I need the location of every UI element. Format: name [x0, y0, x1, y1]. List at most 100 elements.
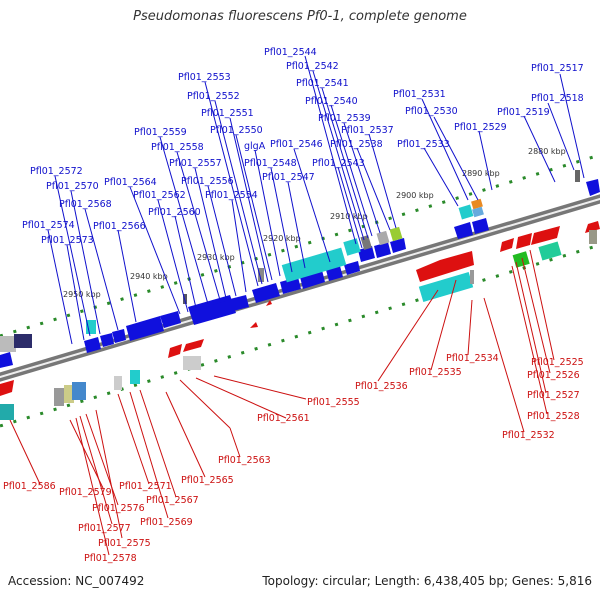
gene-label: Pfl01_2534: [446, 353, 499, 364]
rna-feature[interactable]: [418, 271, 474, 303]
misc-feature[interactable]: [470, 270, 474, 284]
gene-label: Pfl01_2566: [93, 221, 146, 232]
map-title: Pseudomonas fluorescens Pf0-1, complete …: [133, 9, 467, 24]
gene-arrow[interactable]: [358, 246, 375, 262]
forward-feature-blocks[interactable]: [0, 170, 580, 352]
ruler-label: 2900 kbp: [396, 191, 434, 200]
ruler-label: 2890 kbp: [462, 169, 500, 178]
gene-arrow[interactable]: [374, 242, 391, 258]
gene-label: Pfl01_2529: [454, 122, 507, 133]
gene-arrow[interactable]: [0, 380, 14, 396]
gene-arrow[interactable]: [112, 329, 126, 343]
gene-label: Pfl01_2536: [355, 381, 408, 392]
gene-label: Pfl01_2550: [210, 125, 263, 136]
gene-label: Pfl01_2552: [187, 91, 240, 102]
gene-label: Pfl01_2547: [262, 172, 315, 183]
gene-label: Pfl01_2531: [393, 89, 446, 100]
gene-arrow[interactable]: [516, 233, 532, 249]
gene-arrow[interactable]: [212, 301, 230, 318]
gene-label: Pfl01_2527: [527, 390, 580, 401]
gene-label: Pfl01_2551: [201, 108, 254, 119]
reverse-genes[interactable]: [0, 221, 600, 396]
misc-feature[interactable]: [471, 198, 483, 210]
gene-label: Pfl01_2564: [104, 177, 157, 188]
gene-label: Pfl01_2570: [46, 181, 99, 192]
gene-arrow[interactable]: [454, 222, 473, 239]
gene-arrow[interactable]: [280, 277, 301, 294]
gene-label: Pfl01_2538: [330, 139, 383, 150]
rna-feature[interactable]: [343, 238, 361, 256]
gene-arrow[interactable]: [472, 218, 489, 234]
forward-gene-labels: Pfl01_2517 Pfl01_2518 Pfl01_2519 Pfl01_2…: [22, 47, 584, 246]
ruler-label: 2950 kbp: [63, 290, 101, 299]
gene-label: Pfl01_2565: [181, 475, 234, 486]
gene-arrow[interactable]: [160, 311, 181, 328]
misc-feature[interactable]: [376, 230, 390, 246]
gene-label: Pfl01_2526: [527, 370, 580, 381]
gene-arrow[interactable]: [126, 316, 164, 341]
gene-label: Pfl01_2535: [409, 367, 462, 378]
rna-feature[interactable]: [538, 241, 562, 261]
gene-label: Pfl01_2560: [148, 207, 201, 218]
misc-feature[interactable]: [130, 370, 140, 384]
misc-feature[interactable]: [389, 226, 403, 242]
gene-arrow[interactable]: [266, 300, 272, 306]
misc-feature[interactable]: [114, 376, 122, 390]
misc-feature[interactable]: [589, 230, 597, 244]
gene-arrow[interactable]: [416, 251, 474, 282]
misc-feature[interactable]: [575, 170, 580, 182]
gene-arrow[interactable]: [183, 339, 204, 352]
misc-feature[interactable]: [512, 251, 530, 268]
gene-arrow[interactable]: [194, 306, 214, 323]
gene-arrow[interactable]: [100, 333, 114, 347]
misc-feature[interactable]: [0, 404, 14, 420]
gene-label: Pfl01_2528: [527, 411, 580, 422]
gene-label: Pfl01_2525: [531, 357, 584, 368]
gene-arrow[interactable]: [84, 337, 101, 353]
gene-label: Pfl01_2553: [178, 72, 231, 83]
reverse-gene-labels: Pfl01_2525 Pfl01_2526 Pfl01_2527 Pfl01_2…: [3, 353, 584, 564]
gene-label: Pfl01_2574: [22, 220, 75, 231]
rna-feature[interactable]: [281, 247, 347, 283]
misc-feature[interactable]: [458, 204, 474, 220]
misc-feature[interactable]: [472, 206, 484, 218]
gene-arrow[interactable]: [250, 322, 258, 328]
misc-feature[interactable]: [183, 356, 201, 370]
misc-feature[interactable]: [0, 336, 16, 352]
misc-feature[interactable]: [86, 320, 96, 334]
gene-label: Pfl01_2541: [296, 78, 349, 89]
gene-label: Pfl01_2563: [218, 455, 271, 466]
gene-label: Pfl01_2533: [397, 139, 450, 150]
misc-feature[interactable]: [64, 385, 74, 403]
reverse-feature-blocks[interactable]: [0, 230, 597, 420]
gene-arrow[interactable]: [531, 226, 560, 245]
gene-label: Pfl01_2577: [78, 523, 131, 534]
gene-arrow[interactable]: [300, 270, 325, 289]
gene-label: Pfl01_2576: [92, 503, 145, 514]
gene-label: Pfl01_2537: [341, 125, 394, 136]
gene-label: Pfl01_2544: [264, 47, 317, 58]
accession-label: Accession: NC_007492: [8, 574, 145, 588]
gene-arrow[interactable]: [188, 295, 236, 325]
gene-label: Pfl01_2578: [84, 553, 137, 564]
gene-arrow[interactable]: [326, 266, 343, 281]
forward-leader-lines: [47, 55, 585, 345]
topology-label: Topology: circular; Length: 6,438,405 bp…: [262, 574, 592, 588]
gene-arrow[interactable]: [252, 283, 280, 303]
forward-genes[interactable]: [0, 179, 600, 368]
misc-feature[interactable]: [14, 334, 32, 348]
misc-feature[interactable]: [72, 382, 86, 400]
gene-label: Pfl01_2517: [531, 63, 584, 74]
gene-arrow[interactable]: [586, 179, 600, 196]
gene-arrow[interactable]: [500, 238, 514, 252]
gene-arrow[interactable]: [344, 261, 360, 275]
gene-arrow[interactable]: [230, 295, 249, 311]
misc-feature[interactable]: [258, 268, 264, 282]
gene-label: Pfl01_2530: [405, 106, 458, 117]
misc-feature[interactable]: [54, 388, 64, 406]
gene-arrow[interactable]: [0, 352, 13, 368]
gene-arrow[interactable]: [390, 238, 406, 253]
gene-arrow[interactable]: [168, 344, 182, 358]
gene-label: Pfl01_2559: [134, 127, 187, 138]
